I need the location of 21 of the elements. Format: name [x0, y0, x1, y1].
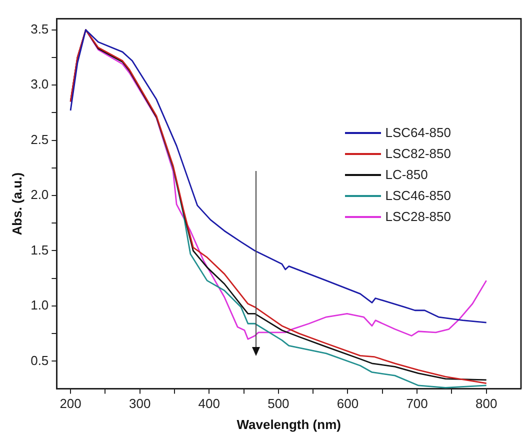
y-tick-label: 1.0 [30, 298, 49, 313]
x-tick-label: 300 [128, 396, 151, 412]
y-tick-label: 3.5 [30, 21, 49, 36]
x-tick-label: 800 [475, 396, 498, 412]
legend-label: LSC82-850 [385, 145, 451, 164]
legend-label: LSC28-850 [385, 208, 451, 226]
x-tick-label: 400 [198, 396, 220, 412]
y-tick-label: 3.0 [30, 76, 49, 92]
x-tick-label: 200 [60, 396, 82, 412]
y-axis-title: Abs. (a.u.) [9, 172, 24, 236]
y-tick-label: 2.0 [30, 187, 49, 202]
legend-label: LSC46-850 [385, 187, 451, 206]
y-tick-label: 0.5 [30, 352, 49, 368]
x-tick-label: 700 [406, 396, 428, 412]
x-tick-label: 500 [268, 396, 290, 412]
y-tick-label: 2.5 [30, 132, 49, 147]
x-tick-label: 600 [336, 396, 359, 412]
legend-label: LC-850 [385, 166, 428, 184]
x-axis-title: Wavelength (nm) [236, 416, 341, 432]
legend-label: LSC64-850 [385, 124, 451, 142]
y-tick-label: 1.5 [30, 242, 49, 258]
